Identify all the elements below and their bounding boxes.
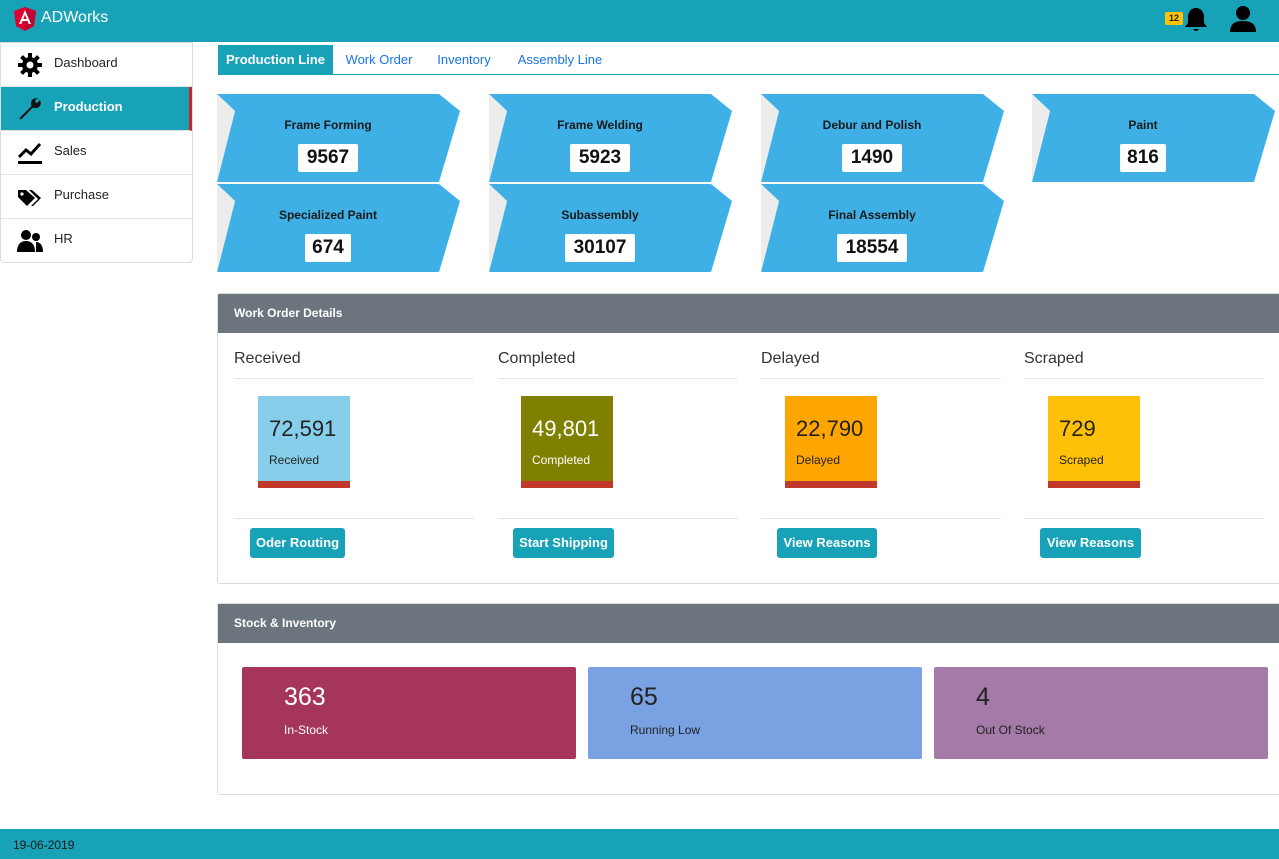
app-title: ADWorks: [41, 9, 108, 27]
tile-label: Delayed: [796, 453, 840, 467]
column-heading: Received: [234, 350, 301, 368]
column-heading: Delayed: [761, 350, 820, 368]
sidebar-item-label: Dashboard: [54, 55, 118, 70]
sidebar-item-purchase[interactable]: Purchase: [1, 175, 192, 219]
tile-value: 729: [1059, 416, 1096, 442]
production-stage-card[interactable]: Paint 816: [1032, 94, 1276, 183]
panel-title: Stock & Inventory: [218, 604, 1279, 643]
footer-date: 19-06-2019: [13, 838, 74, 852]
production-stage-card[interactable]: Debur and Polish 1490: [761, 94, 1005, 183]
tile-bar: [785, 481, 877, 488]
top-bar: ADWorks 12: [0, 0, 1279, 42]
stock-label: Running Low: [630, 723, 700, 737]
stage-title: Frame Welding: [489, 118, 711, 132]
tile-bar: [521, 481, 613, 488]
tab-bar: Production Line Work Order Inventory Ass…: [218, 42, 1279, 75]
stock-label: In-Stock: [284, 723, 328, 737]
work-order-panel: Work Order Details Received 72,591 Recei…: [217, 293, 1279, 584]
divider: [498, 518, 738, 519]
column-heading: Completed: [498, 350, 575, 368]
stat-tile: 22,790 Delayed: [785, 396, 877, 488]
sidebar-item-label: HR: [54, 231, 73, 246]
divider: [234, 378, 474, 379]
view-reasons-button[interactable]: View Reasons: [777, 528, 877, 558]
divider: [761, 518, 1001, 519]
stage-title: Frame Forming: [217, 118, 439, 132]
sidebar-item-label: Production: [54, 99, 123, 114]
production-stage-card[interactable]: Frame Forming 9567: [217, 94, 461, 183]
stock-card-out-of-stock[interactable]: 4 Out Of Stock: [934, 667, 1268, 759]
tab-inventory[interactable]: Inventory: [430, 45, 498, 75]
sidebar-item-label: Purchase: [54, 187, 109, 202]
line-chart-icon: [17, 140, 43, 166]
column-heading: Scraped: [1024, 350, 1084, 368]
stock-card-in-stock[interactable]: 363 In-Stock: [242, 667, 576, 759]
stage-title: Debur and Polish: [761, 118, 983, 132]
sidebar-item-production[interactable]: Production: [1, 87, 192, 131]
sidebar-item-dashboard[interactable]: Dashboard: [1, 43, 192, 87]
stock-value: 363: [284, 683, 326, 712]
work-order-scraped: Scraped 729 Scraped View Reasons: [1024, 333, 1264, 573]
users-icon: [17, 228, 43, 254]
view-reasons-button[interactable]: View Reasons: [1040, 528, 1141, 558]
stock-card-running-low[interactable]: 65 Running Low: [588, 667, 922, 759]
notification-badge: 12: [1165, 12, 1183, 25]
stage-value: 18554: [837, 234, 907, 262]
production-stage-card[interactable]: Specialized Paint 674: [217, 184, 461, 273]
work-order-completed: Completed 49,801 Completed Start Shippin…: [498, 333, 738, 573]
tile-value: 22,790: [796, 416, 863, 442]
stage-title: Paint: [1032, 118, 1254, 132]
divider: [1024, 378, 1264, 379]
footer: 19-06-2019: [0, 829, 1279, 859]
divider: [1024, 518, 1264, 519]
stage-value: 1490: [842, 144, 902, 172]
wrench-icon: [17, 96, 43, 122]
stock-value: 4: [976, 683, 990, 712]
user-icon[interactable]: [1229, 5, 1257, 33]
panel-title: Work Order Details: [218, 294, 1279, 333]
stage-title: Subassembly: [489, 208, 711, 222]
work-order-received: Received 72,591 Received Oder Routing: [234, 333, 474, 573]
angular-logo-icon[interactable]: [14, 7, 36, 31]
stat-tile: 729 Scraped: [1048, 396, 1140, 488]
tags-icon: [17, 184, 43, 210]
stage-value: 816: [1120, 144, 1166, 172]
tile-label: Scraped: [1059, 453, 1104, 467]
stage-value: 9567: [298, 144, 358, 172]
gear-icon: [17, 52, 43, 78]
stock-value: 65: [630, 683, 658, 712]
tile-bar: [1048, 481, 1140, 488]
stat-tile: 72,591 Received: [258, 396, 350, 488]
divider: [761, 378, 1001, 379]
tile-value: 72,591: [269, 416, 336, 442]
stock-inventory-panel: Stock & Inventory 363 In-Stock 65 Runnin…: [217, 603, 1279, 795]
tab-work-order[interactable]: Work Order: [340, 45, 418, 75]
sidebar: Dashboard Production Sales Purchase HR: [0, 42, 193, 263]
stock-label: Out Of Stock: [976, 723, 1045, 737]
production-stage-card[interactable]: Subassembly 30107: [489, 184, 733, 273]
stat-tile: 49,801 Completed: [521, 396, 613, 488]
stage-title: Final Assembly: [761, 208, 983, 222]
production-stage-card[interactable]: Frame Welding 5923: [489, 94, 733, 183]
tile-value: 49,801: [532, 416, 599, 442]
tile-label: Received: [269, 453, 319, 467]
divider: [498, 378, 738, 379]
divider: [234, 518, 474, 519]
order-routing-button[interactable]: Oder Routing: [250, 528, 345, 558]
tab-assembly-line[interactable]: Assembly Line: [510, 45, 610, 75]
sidebar-item-label: Sales: [54, 143, 87, 158]
sidebar-item-sales[interactable]: Sales: [1, 131, 192, 175]
sidebar-item-hr[interactable]: HR: [1, 219, 192, 263]
tile-bar: [258, 481, 350, 488]
tab-production-line[interactable]: Production Line: [218, 45, 333, 75]
stage-value: 5923: [570, 144, 630, 172]
stage-title: Specialized Paint: [217, 208, 439, 222]
bell-icon[interactable]: [1183, 6, 1209, 34]
work-order-delayed: Delayed 22,790 Delayed View Reasons: [761, 333, 1001, 573]
start-shipping-button[interactable]: Start Shipping: [513, 528, 614, 558]
stage-value: 674: [305, 234, 351, 262]
production-stage-card[interactable]: Final Assembly 18554: [761, 184, 1005, 273]
tile-label: Completed: [532, 453, 590, 467]
stage-value: 30107: [565, 234, 635, 262]
